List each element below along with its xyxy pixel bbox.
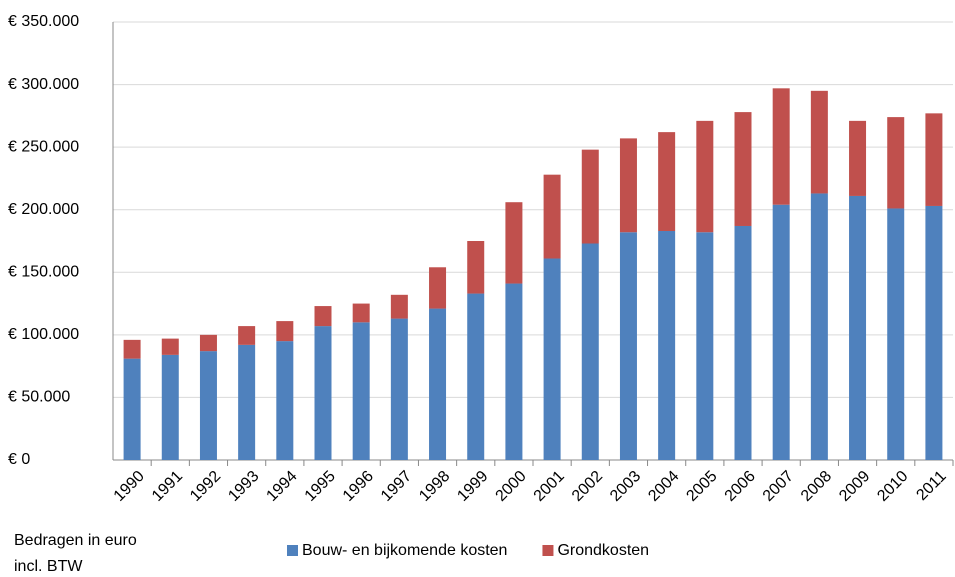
bar-segment [887, 117, 905, 209]
bar-segment [123, 358, 141, 460]
x-tick-label: 2005 [683, 468, 720, 505]
bar-segment [238, 326, 256, 345]
bar-segment [467, 241, 485, 294]
bar-segment [696, 120, 714, 233]
bar-segment [581, 149, 599, 244]
x-tick-label: 2003 [607, 468, 644, 505]
x-tick-label: 2007 [760, 468, 797, 505]
legend-swatch [287, 545, 298, 556]
bar-segment [199, 351, 217, 460]
bar-segment [161, 354, 179, 460]
x-tick-label: 1999 [454, 468, 491, 505]
bar-segment [352, 322, 370, 460]
legend-swatch [542, 545, 554, 556]
legend-label: Grondkosten [557, 542, 649, 559]
x-tick-label: 2008 [798, 468, 835, 505]
x-tick-label: 1993 [225, 468, 262, 505]
x-tick-label: 2009 [836, 468, 873, 505]
x-tick-label: 1995 [302, 468, 339, 505]
y-tick-label: € 100.000 [8, 326, 79, 343]
x-tick-label: 2002 [569, 468, 606, 505]
x-tick-label: 1992 [187, 468, 224, 505]
bar-segment [314, 326, 332, 460]
bar-segment [810, 90, 828, 194]
legend-label: Bouw- en bijkomende kosten [302, 542, 507, 559]
x-tick-label: 2010 [874, 468, 911, 505]
bar-segment [314, 306, 332, 327]
bar-segment [390, 318, 408, 460]
x-tick-label: 1991 [149, 468, 186, 505]
bar-segment [467, 293, 485, 460]
y-tick-label: € 50.000 [8, 389, 70, 406]
bar-segment [199, 334, 217, 352]
bar-segment [734, 225, 752, 460]
bar-segment [619, 232, 637, 460]
bar-segment [849, 195, 867, 460]
bar-segment [619, 138, 637, 233]
bar-segment [352, 303, 370, 323]
y-tick-label: € 250.000 [8, 138, 79, 155]
bar-segment [276, 321, 294, 342]
bar-segment [734, 112, 752, 226]
bar-segment [429, 267, 447, 309]
bar-segment [123, 339, 141, 359]
x-tick-label: 1996 [340, 468, 377, 505]
bar-segment [887, 208, 905, 460]
bar-segment [581, 243, 599, 460]
note-line: incl. BTW [14, 558, 83, 575]
bar-segment [772, 88, 790, 205]
bar-segment [696, 232, 714, 460]
x-tick-label: 2011 [913, 468, 949, 504]
x-tick-label: 2006 [722, 468, 759, 505]
bar-segment [849, 120, 867, 196]
bar-segment [925, 113, 943, 206]
x-tick-label: 2001 [531, 468, 568, 505]
bar-segment [505, 202, 523, 284]
bar-segment [238, 344, 256, 460]
bar-segment [505, 283, 523, 460]
bar-segment [772, 204, 790, 460]
x-tick-label: 1998 [416, 468, 453, 505]
bar-segment [543, 174, 561, 259]
y-tick-label: € 200.000 [8, 201, 79, 218]
x-tick-label: 1997 [378, 468, 415, 505]
bar-segment [276, 341, 294, 460]
x-tick-label: 1990 [111, 468, 148, 505]
y-tick-label: € 0 [8, 451, 30, 468]
y-tick-label: € 350.000 [8, 13, 79, 30]
bar-segment [429, 308, 447, 460]
y-tick-label: € 300.000 [8, 76, 79, 93]
x-tick-label: 2004 [645, 468, 682, 505]
y-tick-label: € 150.000 [8, 264, 79, 281]
note-line: Bedragen in euro [14, 532, 137, 549]
x-tick-label: 1994 [263, 468, 300, 505]
bar-segment [543, 258, 561, 460]
x-tick-label: 2000 [493, 468, 530, 505]
bar-segment [658, 230, 676, 460]
bar-segment [810, 193, 828, 460]
bar-segment [161, 338, 179, 355]
bar-segment [925, 205, 943, 460]
bar-segment [658, 132, 676, 231]
bar-segment [390, 294, 408, 319]
